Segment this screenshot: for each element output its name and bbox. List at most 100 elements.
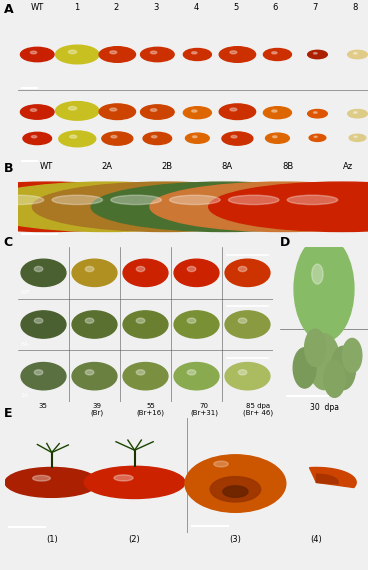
Ellipse shape — [21, 363, 66, 390]
Ellipse shape — [136, 318, 145, 323]
Ellipse shape — [354, 52, 357, 54]
Text: 30  dpa: 30 dpa — [309, 403, 339, 412]
Text: 2B: 2B — [161, 162, 172, 171]
Ellipse shape — [110, 51, 117, 54]
Ellipse shape — [308, 334, 340, 390]
Ellipse shape — [143, 132, 171, 145]
Ellipse shape — [263, 48, 291, 60]
Ellipse shape — [187, 370, 196, 375]
Ellipse shape — [229, 195, 279, 205]
Ellipse shape — [312, 264, 323, 284]
Ellipse shape — [21, 311, 66, 338]
Ellipse shape — [34, 370, 43, 375]
Ellipse shape — [308, 109, 327, 118]
Ellipse shape — [219, 104, 256, 120]
Ellipse shape — [187, 318, 196, 323]
Ellipse shape — [314, 136, 317, 137]
Ellipse shape — [225, 259, 270, 287]
Ellipse shape — [123, 363, 168, 390]
Text: 2: 2 — [114, 3, 119, 12]
Ellipse shape — [85, 318, 94, 323]
Ellipse shape — [70, 135, 77, 138]
Ellipse shape — [324, 360, 345, 397]
Ellipse shape — [214, 461, 228, 467]
Ellipse shape — [314, 112, 317, 113]
Text: WT: WT — [31, 3, 44, 12]
Text: (1): (1) — [46, 535, 58, 544]
Ellipse shape — [123, 259, 168, 287]
Ellipse shape — [85, 370, 94, 375]
Ellipse shape — [287, 195, 338, 205]
Ellipse shape — [185, 455, 286, 512]
Ellipse shape — [5, 467, 99, 498]
Ellipse shape — [183, 48, 211, 60]
Ellipse shape — [52, 195, 103, 205]
Ellipse shape — [91, 182, 357, 231]
Ellipse shape — [152, 136, 157, 138]
Ellipse shape — [72, 363, 117, 390]
Ellipse shape — [0, 182, 181, 231]
Ellipse shape — [72, 311, 117, 338]
Ellipse shape — [23, 132, 52, 145]
Text: 39
(Br): 39 (Br) — [90, 403, 103, 417]
Text: 2A: 2A — [21, 393, 29, 398]
Ellipse shape — [314, 52, 317, 54]
Ellipse shape — [56, 101, 99, 120]
Ellipse shape — [114, 475, 133, 481]
Text: 3: 3 — [153, 3, 159, 12]
Text: 35: 35 — [39, 403, 47, 409]
Ellipse shape — [309, 135, 326, 141]
Text: 5: 5 — [233, 3, 238, 12]
Ellipse shape — [56, 45, 99, 64]
Ellipse shape — [343, 339, 362, 373]
Polygon shape — [316, 474, 338, 484]
Text: 1: 1 — [74, 3, 79, 12]
Text: WT: WT — [21, 290, 31, 295]
Ellipse shape — [141, 47, 174, 62]
Ellipse shape — [223, 486, 248, 498]
Ellipse shape — [192, 52, 197, 54]
Ellipse shape — [34, 266, 43, 272]
Ellipse shape — [110, 108, 117, 111]
Ellipse shape — [222, 132, 253, 145]
Text: D: D — [280, 236, 290, 249]
Text: C: C — [4, 236, 13, 249]
Ellipse shape — [293, 348, 316, 388]
Ellipse shape — [348, 50, 367, 59]
Ellipse shape — [266, 133, 289, 143]
Text: 55
(Br+16): 55 (Br+16) — [137, 403, 164, 417]
Ellipse shape — [308, 50, 327, 59]
Ellipse shape — [99, 104, 135, 120]
Ellipse shape — [0, 195, 44, 205]
Text: 8B: 8B — [282, 162, 293, 171]
Ellipse shape — [174, 259, 219, 287]
Text: Az: Az — [343, 162, 353, 171]
Ellipse shape — [72, 259, 117, 287]
Text: (4): (4) — [311, 535, 322, 544]
Ellipse shape — [225, 311, 270, 338]
Ellipse shape — [32, 182, 298, 231]
Ellipse shape — [68, 107, 77, 110]
Text: 7: 7 — [312, 3, 318, 12]
Text: 70
(Br+31): 70 (Br+31) — [190, 403, 218, 417]
Ellipse shape — [31, 136, 37, 138]
Ellipse shape — [21, 47, 54, 62]
Ellipse shape — [305, 329, 326, 367]
Ellipse shape — [209, 182, 368, 231]
Text: 85 dpa
(Br+ 46): 85 dpa (Br+ 46) — [243, 403, 273, 417]
Ellipse shape — [85, 266, 94, 272]
Ellipse shape — [31, 109, 37, 111]
Text: 4: 4 — [193, 3, 199, 12]
Text: 8: 8 — [352, 3, 358, 12]
Ellipse shape — [238, 266, 247, 272]
Ellipse shape — [263, 107, 291, 119]
Ellipse shape — [354, 112, 357, 113]
Ellipse shape — [174, 363, 219, 390]
Text: (2): (2) — [129, 535, 141, 544]
Ellipse shape — [136, 266, 145, 272]
Ellipse shape — [174, 311, 219, 338]
Ellipse shape — [210, 477, 261, 502]
Ellipse shape — [34, 318, 43, 323]
Ellipse shape — [170, 195, 220, 205]
Ellipse shape — [183, 107, 211, 119]
